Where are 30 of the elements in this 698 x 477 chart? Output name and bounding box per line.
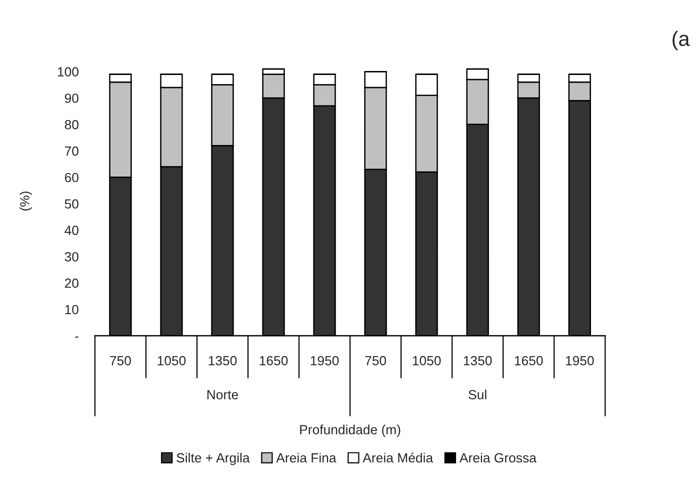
x-tick-label: 1950 xyxy=(310,356,339,366)
legend-label: Areia Média xyxy=(362,452,434,463)
y-tick-label: 80 xyxy=(64,120,78,130)
legend-label: Areia Grossa xyxy=(459,452,536,463)
legend-label: Silte + Argila xyxy=(176,452,250,466)
x-tick-label: 1350 xyxy=(208,356,237,366)
y-tick-label: 60 xyxy=(64,172,78,182)
y-tick-label: 10 xyxy=(65,304,78,314)
x-tick-label: 1050 xyxy=(412,356,441,366)
text: Norte xyxy=(207,390,238,400)
y-tick-label: 20 xyxy=(64,278,78,288)
y-tick-label: 30 xyxy=(64,252,78,262)
y-tick-label: 90 xyxy=(64,94,78,103)
y-tick-label: 50 xyxy=(64,199,78,209)
y-axis-title: (%) xyxy=(20,192,32,210)
y-tick-label: 70 xyxy=(64,146,78,156)
x-tick-label: 1950 xyxy=(566,356,594,366)
y-tick-label: 40 xyxy=(64,226,78,236)
y-tick-label: 100 xyxy=(58,67,78,76)
x-tick-label: 1350 xyxy=(464,356,492,366)
x-axis-title: Profundidade (m) xyxy=(300,424,400,437)
x-tick-label: 1650 xyxy=(260,356,288,366)
legend-label: Areia Fina xyxy=(276,452,336,463)
text: (a xyxy=(672,30,690,50)
x-tick-label: 750 xyxy=(365,356,386,366)
y-tick-label: - xyxy=(75,336,78,338)
text: Sul xyxy=(468,390,486,400)
x-tick-label: 1050 xyxy=(158,356,186,366)
x-tick-label: 1650 xyxy=(514,356,543,366)
x-tick-label: 750 xyxy=(110,356,131,366)
